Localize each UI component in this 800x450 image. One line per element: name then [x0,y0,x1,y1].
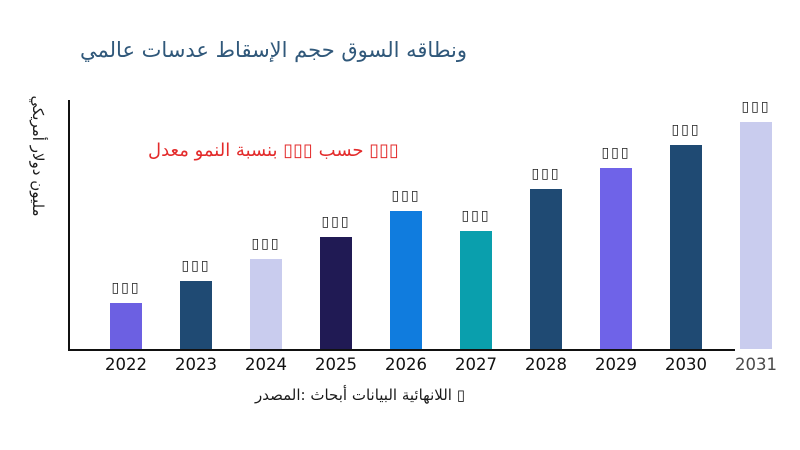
bar-2028 [530,189,562,349]
bar-2024 [250,259,282,349]
x-tick-label-2024: 2024 [245,355,287,374]
bar-value-label-2027: ▯▯▯ [461,208,491,224]
bar-2029 [600,168,632,349]
bar-value-label-2028: ▯▯▯ [531,166,561,182]
x-axis-line [68,349,735,351]
y-axis-line [68,100,70,350]
bar-value-label-2022: ▯▯▯ [111,280,141,296]
x-tick-label-2025: 2025 [315,355,357,374]
x-tick-label-2026: 2026 [385,355,427,374]
y-axis-label: مليون دولار أمريكي [29,95,47,217]
x-tick-label-2030: 2030 [665,355,707,374]
x-tick-label-2023: 2023 [175,355,217,374]
x-tick-label-2027: 2027 [455,355,497,374]
bar-2023 [180,281,212,349]
bar-value-label-2023: ▯▯▯ [181,258,211,274]
bar-2026 [390,211,422,349]
x-tick-label-2028: 2028 [525,355,567,374]
growth-rate-annotation: ▯▯▯ حسب ▯▯▯ بنسبة النمو معدل [148,140,399,161]
bar-2025 [320,237,352,349]
x-tick-label-2022: 2022 [105,355,147,374]
bar-2027 [460,231,492,349]
bar-value-label-2031: ▯▯▯ [741,99,771,115]
bar-2022 [110,303,142,349]
bar-value-label-2030: ▯▯▯ [671,122,701,138]
bar-value-label-2026: ▯▯▯ [391,188,421,204]
bar-value-label-2024: ▯▯▯ [251,236,281,252]
x-tick-label-2029: 2029 [595,355,637,374]
chart-title: ونطاقه السوق حجم الإسقاط عدسات عالمي [80,38,468,62]
bar-2031 [740,122,772,349]
x-tick-label-2031: 2031 [735,355,777,374]
bar-value-label-2025: ▯▯▯ [321,214,351,230]
bar-2030 [670,145,702,349]
bar-value-label-2029: ▯▯▯ [601,145,631,161]
source-caption: ▯ اللانهائية البيانات أبحاث :المصدر [255,386,465,404]
